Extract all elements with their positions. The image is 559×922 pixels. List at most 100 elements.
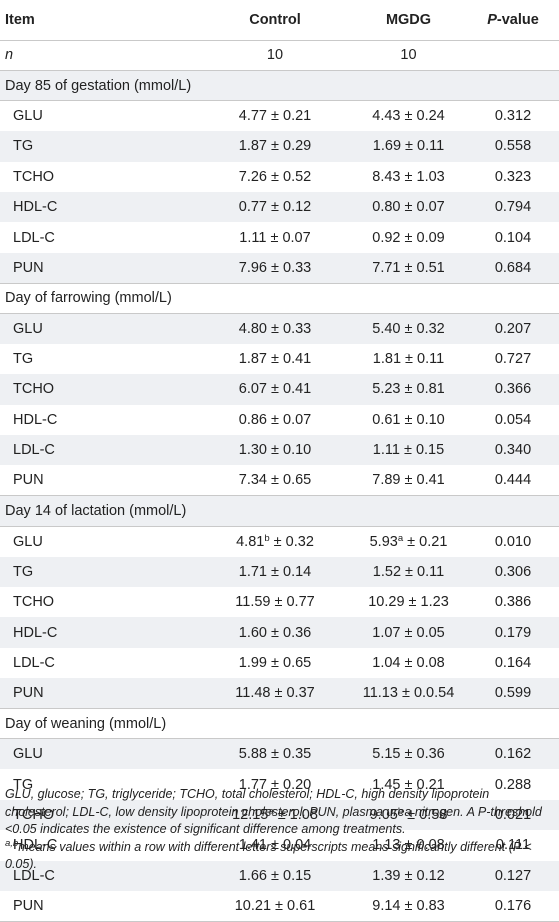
table-row: TCHO 6.07 ± 0.41 5.23 ± 0.81 0.366 (0, 374, 559, 405)
cell-mgdg: 1.45 ± 0.21 (372, 776, 445, 793)
cell-mgdg-mean: 9.05 (369, 806, 398, 823)
cell-pvalue: 0.176 (494, 897, 532, 914)
cell-control: 10.21 ± 0.61 (234, 897, 316, 914)
cell-mgdg: 0.92 ± 0.09 (372, 229, 445, 246)
table-row: TG 1.87 ± 0.41 1.81 ± 0.11 0.727 (0, 344, 559, 374)
cell-control: 4.80 ± 0.33 (238, 320, 312, 337)
cell-pvalue: 0.340 (494, 442, 532, 459)
row-label: TG (13, 563, 34, 580)
table-row: TCHO 11.59 ± 0.77 10.29 ± 1.23 0.386 (0, 587, 559, 617)
cell-mgdg: 5.40 ± 0.32 (372, 320, 445, 337)
cell-mgdg-sem: ± 0.58 (403, 806, 448, 823)
table-row: LDL-C 1.11 ± 0.07 0.92 ± 0.09 0.104 (0, 222, 559, 252)
cell-control: 0.77 ± 0.12 (238, 199, 312, 216)
table-row: HDL-C 0.86 ± 0.07 0.61 ± 0.10 0.054 (0, 405, 559, 435)
row-label: PUN (13, 472, 44, 489)
table-row: TG 1.87 ± 0.29 1.69 ± 0.11 0.558 (0, 131, 559, 162)
table-row: GLU 4.81b ± 0.32 5.93a ± 0.21 0.010 (0, 526, 559, 556)
row-label: LDL-C (13, 867, 55, 884)
cell-pvalue: 0.164 (494, 655, 532, 671)
cell-control: 7.26 ± 0.52 (238, 168, 312, 185)
row-label: LDL-C (13, 655, 55, 671)
row-label: TG (13, 351, 34, 368)
row-label: TCHO (13, 594, 55, 611)
cell-mgdg: 0.61 ± 0.10 (372, 411, 445, 428)
table-row: HDL-C 1.41 ± 0.04 1.13 ± 0.08 0.111 (0, 830, 559, 860)
cell-pvalue: 0.599 (494, 685, 532, 702)
header-mgdg: MGDG (385, 11, 432, 28)
table-row: LDL-C 1.66 ± 0.15 1.39 ± 0.12 0.127 (0, 860, 559, 891)
cell-control: 1.71 ± 0.14 (238, 563, 312, 580)
table-row: TCHO 7.26 ± 0.52 8.43 ± 1.03 0.323 (0, 162, 559, 192)
cell-pvalue: 0.162 (494, 746, 532, 763)
table-row: GLU 5.88 ± 0.35 5.15 ± 0.36 0.162 (0, 738, 559, 770)
cell-control: 7.96 ± 0.33 (238, 259, 312, 276)
row-label: TG (13, 776, 34, 793)
footnote-sup-text: means values within a row with different… (5, 839, 532, 872)
cell-pvalue: 0.127 (494, 867, 532, 884)
cell-pvalue: 0.444 (494, 472, 532, 489)
cell-control-superscript: b (264, 532, 270, 544)
row-label: LDL-C (13, 229, 55, 246)
cell-pvalue: 0.727 (494, 351, 532, 368)
cell-mgdg: 1.11 ± 0.15 (372, 442, 445, 459)
table-footnotes: GLU, glucose; TG, triglyceride; TCHO, to… (5, 786, 553, 874)
cell-control-superscript: a (268, 805, 274, 817)
cell-pvalue: 0.306 (494, 563, 532, 580)
cell-control: 1.60 ± 0.36 (238, 624, 312, 641)
table-row: LDL-C 1.30 ± 0.10 1.11 ± 0.15 0.340 (0, 435, 559, 466)
table-row: TCHO 12.15a ± 1.08 9.05b ± 0.58 0.021 (0, 799, 559, 831)
cell-pvalue: 0.021 (494, 806, 532, 823)
n-mgdg: 10 (400, 47, 417, 64)
row-label: HDL-C (13, 199, 58, 216)
row-label: GLU (13, 533, 43, 550)
cell-control: 1.87 ± 0.41 (238, 351, 312, 368)
cell-mgdg: 5.15 ± 0.36 (372, 746, 445, 763)
cell-control: 1.99 ± 0.65 (238, 655, 312, 671)
cell-mgdg: 9.05b ± 0.58 (350, 800, 467, 830)
cell-control-mean: 4.81 (236, 533, 265, 550)
cell-control: 12.15a ± 1.08 (200, 800, 350, 830)
table-row: PUN 7.96 ± 0.33 7.71 ± 0.51 0.684 (0, 252, 559, 284)
cell-control: 7.34 ± 0.65 (238, 472, 312, 489)
cell-control-sem: ± 0.32 (269, 533, 314, 550)
table-row: GLU 4.80 ± 0.33 5.40 ± 0.32 0.207 (0, 313, 559, 344)
section-title: Day 85 of gestation (mmol/L) (5, 77, 192, 94)
cell-mgdg: 8.43 ± 1.03 (372, 168, 445, 185)
cell-mgdg: 1.81 ± 0.11 (372, 351, 445, 368)
cell-pvalue: 0.323 (494, 168, 532, 185)
table-row: PUN 11.48 ± 0.37 11.13 ± 0.0.54 0.599 (0, 678, 559, 709)
footnote-abbreviations: GLU, glucose; TG, triglyceride; TCHO, to… (5, 787, 542, 836)
row-label: GLU (13, 108, 43, 125)
section-title: Day of weaning (mmol/L) (5, 715, 167, 732)
cell-mgdg-sem: ± 0.21 (403, 533, 448, 550)
row-label: HDL-C (13, 624, 58, 641)
cell-pvalue: 0.207 (494, 320, 532, 337)
cell-control: 1.87 ± 0.29 (238, 138, 312, 155)
section-header-row: Day of weaning (mmol/L) (0, 709, 559, 739)
cell-mgdg: 9.14 ± 0.83 (372, 897, 445, 914)
cell-pvalue: 0.366 (494, 381, 532, 398)
section-header-row: Day 85 of gestation (mmol/L) (0, 70, 559, 101)
cell-pvalue: 0.179 (494, 624, 532, 641)
cell-mgdg-mean: 5.93 (369, 533, 398, 550)
cell-mgdg-superscript: b (397, 805, 404, 817)
header-item: Item (5, 11, 35, 28)
cell-control: 4.77 ± 0.21 (238, 108, 312, 125)
cell-pvalue: 0.010 (494, 533, 532, 550)
cell-control-sem: ± 1.08 (273, 806, 318, 823)
cell-control: 6.07 ± 0.41 (238, 381, 312, 398)
cell-control: 1.66 ± 0.15 (238, 867, 312, 884)
cell-mgdg: 1.13 ± 0.08 (372, 837, 445, 854)
cell-mgdg: 0.80 ± 0.07 (372, 199, 445, 216)
cell-pvalue: 0.054 (494, 411, 532, 428)
section-title: Day 14 of lactation (mmol/L) (5, 503, 187, 520)
row-label: GLU (13, 746, 43, 763)
cell-control: 1.11 ± 0.07 (239, 229, 311, 246)
footnote-sup-mark: a,b (5, 837, 19, 849)
cell-mgdg: 11.13 ± 0.0.54 (362, 685, 455, 702)
table-row: HDL-C 0.77 ± 0.12 0.80 ± 0.07 0.794 (0, 191, 559, 223)
header-pvalue-text: P (487, 11, 497, 28)
cell-control: 5.88 ± 0.35 (238, 746, 312, 763)
